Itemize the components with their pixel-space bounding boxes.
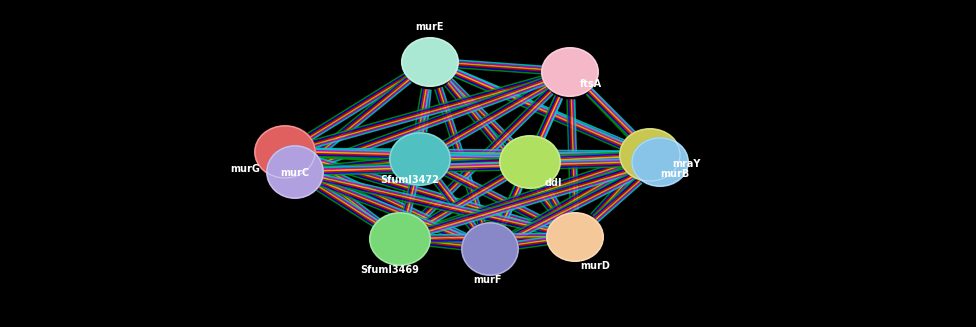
Ellipse shape	[402, 38, 458, 86]
Ellipse shape	[267, 146, 323, 198]
Ellipse shape	[620, 129, 680, 181]
Text: SfumI3469: SfumI3469	[360, 265, 420, 275]
Text: SfumI3472: SfumI3472	[381, 175, 439, 185]
Text: murC: murC	[280, 168, 309, 178]
Text: ftsA: ftsA	[580, 79, 602, 89]
Text: mraY: mraY	[672, 159, 701, 169]
Text: murB: murB	[660, 169, 689, 179]
Ellipse shape	[542, 48, 598, 96]
Ellipse shape	[632, 138, 688, 186]
Text: ddl: ddl	[545, 178, 562, 188]
Ellipse shape	[390, 133, 450, 185]
Text: murE: murE	[416, 22, 444, 32]
Ellipse shape	[547, 213, 603, 261]
Ellipse shape	[462, 223, 518, 275]
Ellipse shape	[255, 126, 315, 178]
Text: murD: murD	[580, 261, 610, 271]
Ellipse shape	[500, 136, 560, 188]
Text: murF: murF	[473, 275, 503, 285]
Ellipse shape	[370, 213, 430, 265]
Text: murG: murG	[230, 164, 260, 174]
